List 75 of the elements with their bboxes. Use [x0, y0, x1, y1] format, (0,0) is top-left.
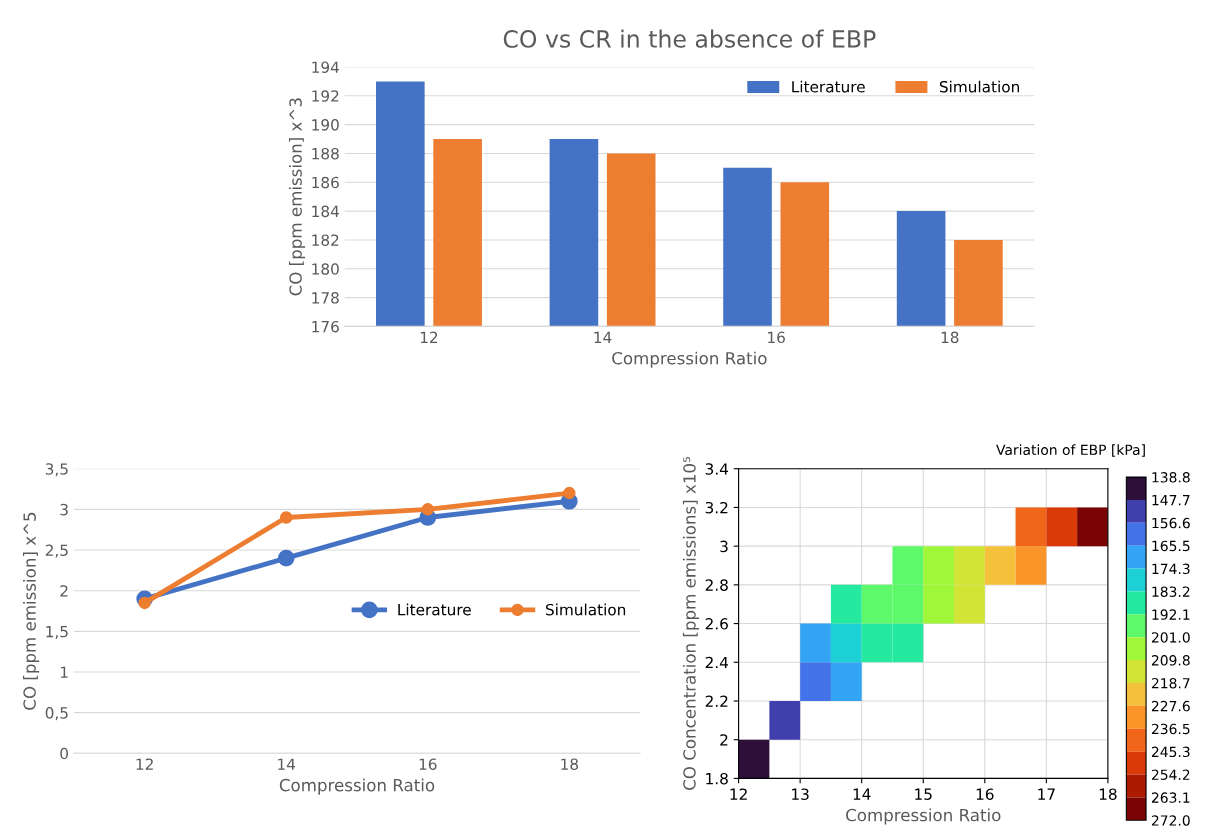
legend-label: Literature — [792, 80, 865, 93]
x-tick-label: 13 — [792, 788, 809, 800]
y-tick-label: 2.8 — [705, 579, 728, 591]
x-tick-label: 14 — [594, 331, 612, 343]
color-bar-label: 156.6 — [1152, 517, 1190, 529]
color-bar-label: 138.8 — [1152, 472, 1190, 483]
color-bar-label: 174.3 — [1152, 563, 1190, 575]
x-tick-label: 12 — [420, 331, 438, 343]
y-tick-label: 184 — [312, 205, 339, 218]
x-tick-label: 14 — [853, 788, 871, 800]
color-bar-label: 227.6 — [1151, 700, 1190, 712]
color-bar-label: 192.1 — [1152, 609, 1190, 620]
legend-label: Simulation — [546, 603, 626, 616]
color-bar-label: 245.3 — [1151, 746, 1190, 758]
y-tick-label: 182 — [312, 234, 339, 246]
color-bar-label: 183.2 — [1152, 586, 1190, 597]
x-tick-label: 17 — [1038, 788, 1055, 800]
y-tick-label: 186 — [312, 176, 339, 189]
y-tick-label: 3 — [60, 503, 68, 516]
x-axis-title: Compression Ratio — [846, 808, 1001, 825]
y-tick-label: 176 — [312, 320, 339, 333]
y-tick-label: 0,5 — [45, 707, 68, 721]
y-tick-label: 2.2 — [705, 695, 728, 707]
x-tick-label: 15 — [915, 788, 932, 800]
point — [277, 549, 295, 567]
y-axis-title: CO Concentration [ppm emissions] x10⁵ — [682, 457, 700, 790]
color-bar-label: 209.8 — [1151, 655, 1190, 666]
y-tick-label: 2.6 — [705, 618, 728, 630]
x-tick-label: 12 — [136, 758, 153, 770]
color-bar-title: Variation of EBP [kPa] — [996, 444, 1145, 457]
color-bar-label: 147.7 — [1152, 495, 1190, 506]
x-tick-label: 16 — [976, 788, 994, 800]
y-tick-label: 2.4 — [705, 656, 729, 669]
x-tick-label: 14 — [278, 758, 296, 770]
y-tick-label: 0 — [60, 747, 68, 760]
x-tick-label: 18 — [941, 331, 959, 344]
legend-label: Literature — [398, 603, 471, 616]
y-tick-label: 188 — [312, 147, 339, 160]
color-bar-label: 218.7 — [1151, 677, 1190, 689]
x-tick-label: 18 — [561, 758, 579, 770]
x-tick-label: 16 — [768, 331, 785, 344]
color-bar-label: 165.5 — [1152, 540, 1190, 552]
point — [563, 486, 576, 500]
point — [138, 596, 151, 610]
x-tick-label: 18 — [1099, 788, 1117, 800]
color-bar-label: 272.0 — [1151, 815, 1190, 826]
point — [279, 511, 293, 524]
y-tick-label: 178 — [312, 292, 339, 304]
y-axis-title: CO [ppm emission] x^3 — [288, 98, 306, 296]
x-tick-label: 16 — [419, 758, 437, 770]
point — [421, 503, 435, 516]
y-tick-label: 2 — [720, 734, 728, 746]
y-tick-label: 192 — [312, 90, 339, 102]
x-axis-title: Compression Ratio — [279, 778, 435, 795]
y-tick-label: 3 — [720, 540, 728, 553]
x-tick-label: 12 — [730, 788, 747, 800]
y-axis-title: CO [ppm emission] x^5 — [23, 512, 40, 710]
chart-title: CO vs CR in the absence of EBP — [503, 29, 876, 48]
y-tick-label: 1,5 — [46, 626, 68, 639]
y-tick-label: 2 — [60, 585, 68, 597]
y-tick-label: 3.2 — [705, 501, 728, 514]
color-bar-label: 236.5 — [1151, 723, 1190, 735]
x-axis-title: Compression Ratio — [612, 351, 767, 368]
color-bar-label: 254.2 — [1151, 769, 1190, 780]
y-tick-label: 3,5 — [45, 463, 68, 477]
y-tick-label: 3.4 — [705, 463, 729, 475]
y-tick-label: 180 — [312, 263, 339, 275]
legend-label: Simulation — [939, 80, 1019, 93]
color-bar-label: 201.0 — [1151, 632, 1190, 643]
y-tick-label: 194 — [312, 61, 339, 73]
y-tick-label: 1.8 — [706, 772, 728, 785]
y-tick-label: 2,5 — [45, 544, 68, 558]
y-tick-label: 190 — [312, 119, 339, 131]
color-bar-label: 263.1 — [1151, 792, 1190, 803]
y-tick-label: 1 — [60, 666, 68, 678]
